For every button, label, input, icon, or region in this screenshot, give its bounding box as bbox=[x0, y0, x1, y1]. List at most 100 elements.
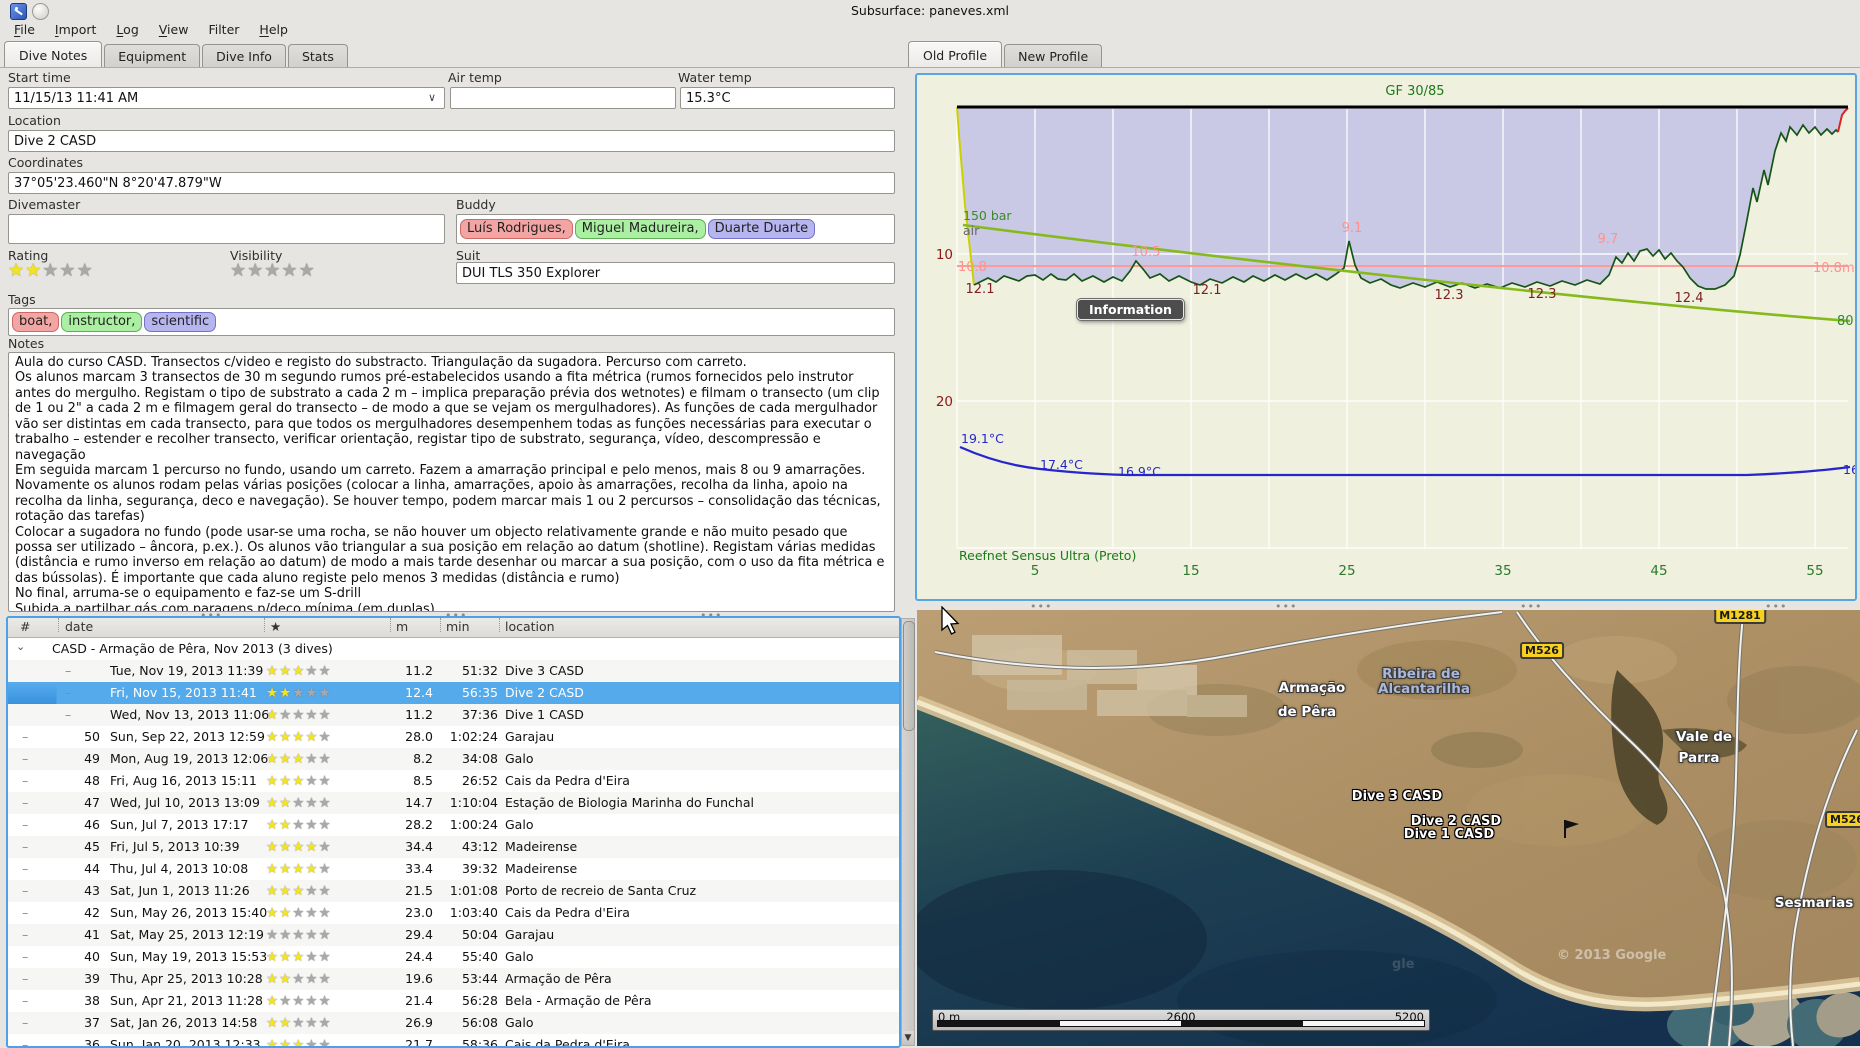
tab-dive-info[interactable]: Dive Info bbox=[202, 44, 286, 68]
water-temp-label: Water temp bbox=[678, 70, 752, 85]
menubar: File Import Log View Filter Help bbox=[4, 21, 298, 40]
air-temp-input[interactable] bbox=[450, 87, 676, 109]
collapse-icon[interactable]: ⌄ bbox=[16, 640, 26, 653]
buddy-pill: Miguel Madureira, bbox=[574, 219, 706, 239]
map-marker-dive1[interactable]: Dive 1 CASD bbox=[1403, 827, 1495, 842]
tab-new-profile[interactable]: New Profile bbox=[1004, 44, 1103, 68]
dive-row[interactable]: –38 Sun, Apr 21, 2013 11:28 ★★★★★ 21.4 56:28… bbox=[8, 990, 899, 1012]
star-filled-icon: ★ bbox=[279, 729, 293, 745]
coordinates-input[interactable] bbox=[8, 172, 895, 194]
google-watermark-partial: gle bbox=[1392, 957, 1415, 972]
dive-row[interactable]: –46 Sun, Jul 7, 2013 17:17 ★★★★★ 28.2 1:00:2… bbox=[8, 814, 899, 836]
trip-header-row[interactable]: ⌄ CASD - Armação de Pêra, Nov 2013 (3 div… bbox=[8, 638, 899, 660]
start-time-input[interactable] bbox=[8, 87, 445, 109]
divemaster-input[interactable] bbox=[8, 214, 445, 244]
star-filled-icon: ★ bbox=[279, 949, 293, 965]
splitter-handle[interactable]: ••• bbox=[1520, 600, 1543, 613]
dive-row[interactable]: –37 Sat, Jan 26, 2013 14:58 ★★★★★ 26.9 56:08… bbox=[8, 1012, 899, 1034]
star-filled-icon: ★ bbox=[292, 663, 306, 679]
dive-row[interactable]: –47 Wed, Jul 10, 2013 13:09 ★★★★★ 14.7 1:10:… bbox=[8, 792, 899, 814]
dive-row[interactable]: – Wed, Nov 13, 2013 11:06 ★★★★★ 11.2 37:36 Di… bbox=[8, 704, 899, 726]
dive-profile-chart: 10.8 GF 30/85 150 bar air 80 10 20 5 15 … bbox=[936, 84, 1855, 579]
star-empty-icon: ★ bbox=[305, 927, 319, 943]
dive-row[interactable]: –50 Sun, Sep 22, 2013 12:59 ★★★★★ 28.0 1:02:… bbox=[8, 726, 899, 748]
satellite-map[interactable]: Armação de Pêra Ribeira de Alcantarilha … bbox=[917, 610, 1860, 1046]
dive-row[interactable]: –44 Thu, Jul 4, 2013 10:08 ★★★★★ 33.4 39:32 M… bbox=[8, 858, 899, 880]
star-empty-icon: ★ bbox=[266, 927, 280, 943]
splitter-handle[interactable]: ••• bbox=[1765, 600, 1788, 613]
menu-import[interactable]: Import bbox=[54, 22, 97, 37]
window-title: Subsurface: paneves.xml bbox=[850, 3, 1009, 18]
location-input[interactable] bbox=[8, 130, 895, 152]
dive-row[interactable]: – Tue, Nov 19, 2013 11:39 ★★★★★ 11.2 51:32 Di… bbox=[8, 660, 899, 682]
star-empty-icon: ★ bbox=[292, 685, 306, 701]
tab-stats[interactable]: Stats bbox=[287, 44, 348, 68]
mouse-cursor-icon bbox=[941, 606, 960, 635]
dive-row[interactable]: –43 Sat, Jun 1, 2013 11:26 ★★★★★ 21.5 1:01:0… bbox=[8, 880, 899, 902]
scroll-down-arrow-icon[interactable]: ▼ bbox=[902, 1031, 914, 1045]
buddy-input[interactable]: Luís Rodrigues, Miguel Madureira, Duarte D… bbox=[456, 214, 895, 244]
dive-row[interactable]: –49 Mon, Aug 19, 2013 12:06 ★★★★★ 8.2 34:08 G… bbox=[8, 748, 899, 770]
col-location: location bbox=[505, 619, 555, 634]
star-filled-icon: ★ bbox=[305, 839, 319, 855]
tab-old-profile[interactable]: Old Profile bbox=[908, 41, 1003, 68]
star-filled-icon: ★ bbox=[279, 883, 293, 899]
menu-view[interactable]: View bbox=[158, 22, 189, 37]
dive-row[interactable]: –36 Sun, Jan 20, 2013 12:33 ★★★★★ 21.7 58:36… bbox=[8, 1034, 899, 1046]
dive-row[interactable]: –42 Sun, May 26, 2013 15:40 ★★★★★ 23.0 1:03:… bbox=[8, 902, 899, 924]
visibility-stars[interactable]: ★★★★★ bbox=[230, 260, 316, 281]
chevron-down-icon[interactable]: ∨ bbox=[428, 91, 437, 104]
star-filled-icon: ★ bbox=[266, 993, 280, 1009]
rating-stars[interactable]: ★★★★★ bbox=[8, 260, 94, 281]
time-tick-55: 55 bbox=[1806, 563, 1823, 579]
scrollbar-thumb[interactable] bbox=[903, 621, 915, 731]
tree-branch: – bbox=[22, 751, 29, 766]
star-filled-icon: ★ bbox=[266, 707, 280, 723]
star-filled-icon: ★ bbox=[266, 949, 280, 965]
tab-dive-notes[interactable]: Dive Notes bbox=[4, 41, 103, 68]
tree-branch: – bbox=[22, 949, 29, 964]
valley-label-2: 12.1 bbox=[1193, 283, 1222, 298]
star-empty-icon: ★ bbox=[318, 905, 332, 921]
temperature-line bbox=[959, 445, 1851, 477]
splitter-handle[interactable]: ••• bbox=[1030, 600, 1053, 613]
map-marker-dive3[interactable]: Dive 3 CASD bbox=[1351, 789, 1443, 804]
menu-filter[interactable]: Filter bbox=[208, 22, 240, 37]
suit-input[interactable] bbox=[456, 262, 895, 284]
star-empty-icon: ★ bbox=[76, 260, 94, 281]
star-empty-icon: ★ bbox=[292, 707, 306, 723]
star-filled-icon: ★ bbox=[266, 883, 280, 899]
notes-textarea[interactable]: Aula do curso CASD. Transectos c/video e… bbox=[8, 352, 895, 612]
dive-list: # date ★ m min location ⌄ CASD - Armação … bbox=[6, 616, 901, 1048]
tag-pill: boat, bbox=[12, 312, 60, 332]
dive-list-header[interactable]: # date ★ m min location bbox=[8, 618, 899, 638]
map-scalebar: 0 m 2600 5200 bbox=[932, 1009, 1430, 1031]
dive-computer-label: Reefnet Sensus Ultra (Preto) bbox=[959, 548, 1136, 563]
dive-row[interactable]: –41 Sat, May 25, 2013 12:19 ★★★★★ 29.4 50:04… bbox=[8, 924, 899, 946]
star-filled-icon: ★ bbox=[292, 751, 306, 767]
dive-row[interactable]: –40 Sun, May 19, 2013 15:53 ★★★★★ 24.4 55:40… bbox=[8, 946, 899, 968]
star-filled-icon: ★ bbox=[279, 839, 293, 855]
menu-file[interactable]: File bbox=[14, 22, 35, 37]
star-filled-icon: ★ bbox=[279, 1015, 293, 1031]
menu-help[interactable]: Help bbox=[259, 22, 288, 37]
dive-row[interactable]: –39 Thu, Apr 25, 2013 10:28 ★★★★★ 19.6 53:44… bbox=[8, 968, 899, 990]
dive-row[interactable]: –45 Fri, Jul 5, 2013 10:39 ★★★★★ 34.4 43:12 M… bbox=[8, 836, 899, 858]
star-empty-icon: ★ bbox=[292, 971, 306, 987]
water-temp-input[interactable] bbox=[680, 87, 895, 109]
information-tooltip[interactable]: Information bbox=[1077, 299, 1184, 320]
tag-pill: instructor, bbox=[61, 312, 143, 332]
ascent-end-line bbox=[1837, 107, 1849, 133]
map-imagery bbox=[917, 610, 1860, 1046]
dive-row[interactable]: – Fri, Nov 15, 2013 11:41 ★★★★★ 12.4 56:35 Di… bbox=[8, 682, 899, 704]
tab-equipment[interactable]: Equipment bbox=[104, 44, 201, 68]
star-empty-icon: ★ bbox=[318, 993, 332, 1009]
star-filled-icon: ★ bbox=[292, 773, 306, 789]
menu-log[interactable]: Log bbox=[116, 22, 139, 37]
tags-input[interactable]: boat, instructor, scientific bbox=[8, 308, 895, 336]
map-marker-dive2[interactable]: Dive 2 CASD bbox=[1410, 814, 1502, 829]
dive-row[interactable]: –48 Fri, Aug 16, 2013 15:11 ★★★★★ 8.5 26:52 C… bbox=[8, 770, 899, 792]
splitter-handle[interactable]: ••• bbox=[1275, 600, 1298, 613]
window-menu-button[interactable] bbox=[32, 3, 49, 20]
dive-list-scrollbar[interactable] bbox=[901, 618, 915, 1046]
